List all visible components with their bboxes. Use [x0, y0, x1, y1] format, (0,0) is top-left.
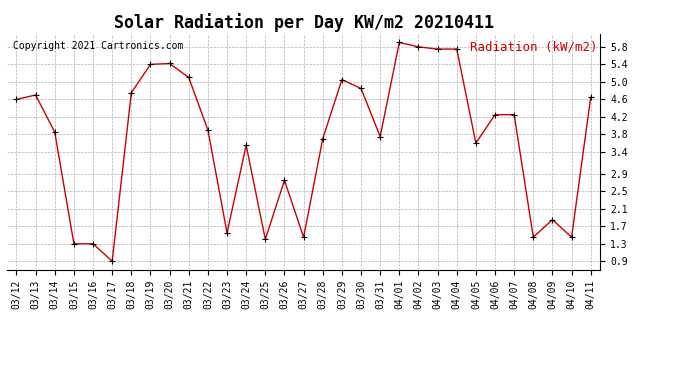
Text: Copyright 2021 Cartronics.com: Copyright 2021 Cartronics.com: [13, 41, 184, 51]
Text: Radiation (kW/m2): Radiation (kW/m2): [470, 41, 598, 54]
Title: Solar Radiation per Day KW/m2 20210411: Solar Radiation per Day KW/m2 20210411: [114, 13, 493, 32]
